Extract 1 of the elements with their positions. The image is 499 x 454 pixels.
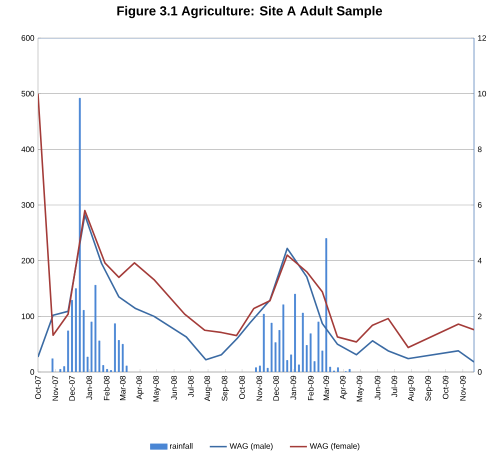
- chart-title: Figure 3.1 Agriculture: Site A Adult Sample: [117, 6, 382, 18]
